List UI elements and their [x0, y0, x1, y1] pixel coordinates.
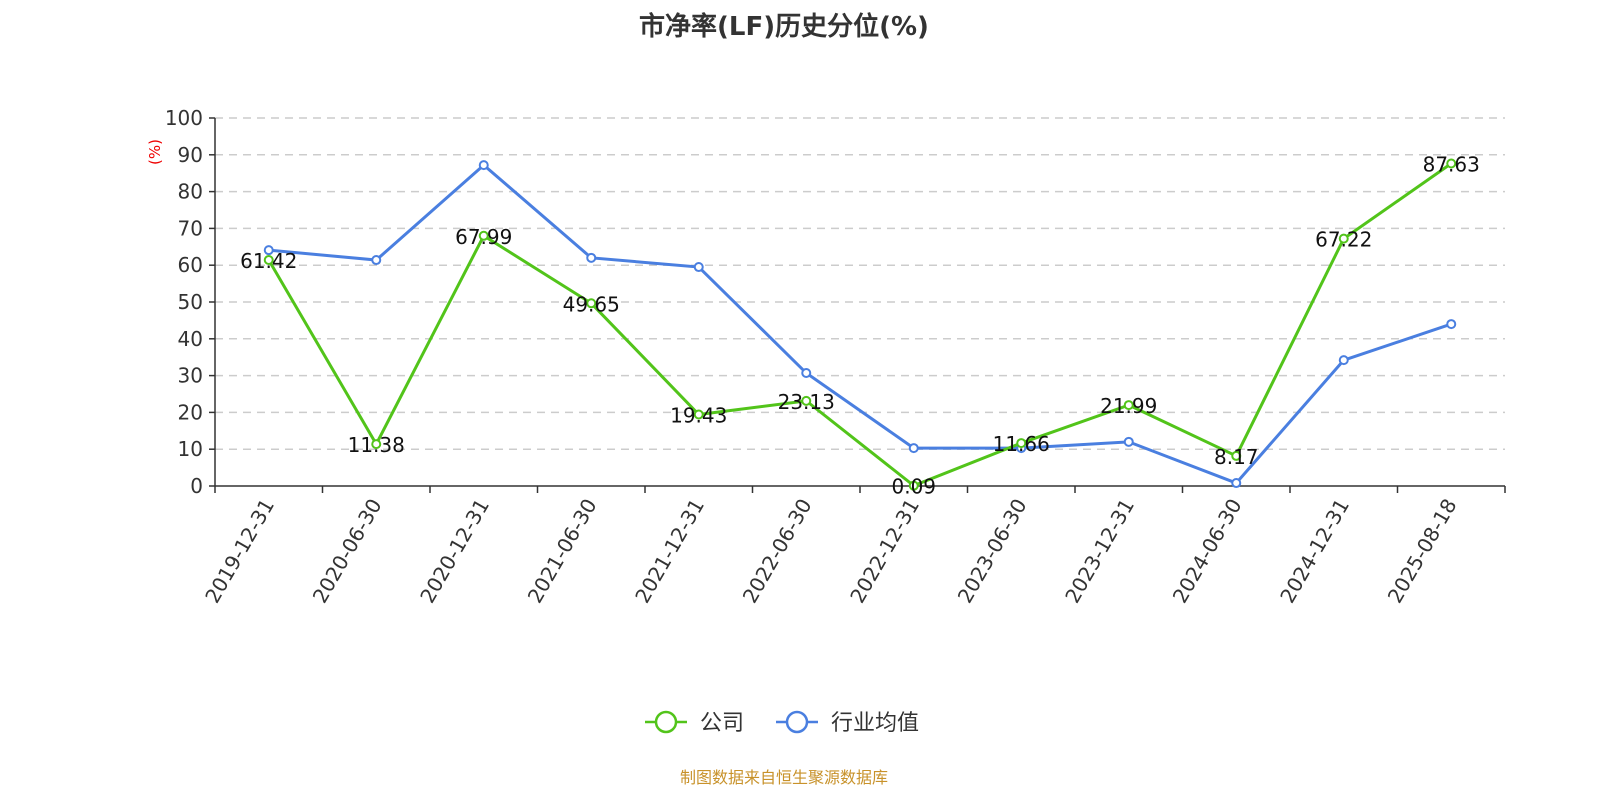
x-tick-label: 2024-12-31: [1275, 495, 1354, 608]
y-tick-label: 20: [178, 400, 203, 424]
data-label: 11.66: [993, 432, 1050, 456]
x-tick-label: 2022-06-30: [738, 495, 817, 608]
data-source-note: 制图数据来自恒生聚源数据库: [679, 768, 888, 787]
data-point: [371, 255, 382, 266]
y-axis-label: (%): [146, 139, 164, 165]
data-point: [586, 298, 597, 309]
data-point: [263, 245, 274, 256]
data-point: [1123, 436, 1134, 447]
y-tick-label: 50: [178, 290, 203, 314]
x-tick-label: 2020-12-31: [415, 495, 494, 608]
legend-marker: [654, 710, 678, 734]
data-point: [801, 368, 812, 379]
legend-label: 公司: [700, 711, 744, 736]
x-tick-label: 2020-06-30: [308, 495, 387, 608]
data-point: [1446, 158, 1457, 169]
data-label: 87.63: [1423, 153, 1480, 177]
data-point: [908, 443, 919, 454]
y-tick-label: 30: [178, 364, 203, 388]
series-line: [267, 162, 1453, 488]
y-tick-label: 100: [165, 106, 203, 130]
y-tick-label: 60: [178, 253, 203, 277]
data-point: [478, 160, 489, 171]
data-label: 11.38: [348, 433, 405, 457]
y-tick-label: 80: [178, 180, 203, 204]
x-tick-label: 2023-06-30: [953, 495, 1032, 608]
legend-marker: [785, 710, 809, 734]
data-point: [478, 230, 489, 241]
data-point: [371, 439, 382, 450]
series-line: [268, 163, 1452, 485]
y-tick-label: 40: [178, 327, 203, 351]
data-label: 67.99: [455, 225, 512, 249]
x-tick-label: 2021-12-31: [630, 495, 709, 608]
y-tick-label: 0: [190, 474, 203, 498]
legend-label: 行业均值: [831, 711, 919, 736]
data-point: [1338, 355, 1349, 366]
x-tick-label: 2023-12-31: [1060, 495, 1139, 608]
data-label: 19.43: [670, 403, 727, 427]
x-tick-label: 2021-06-30: [523, 495, 602, 608]
data-label: 49.65: [563, 292, 620, 316]
data-label: 67.22: [1315, 228, 1372, 252]
data-point: [1446, 319, 1457, 330]
data-label: 23.13: [778, 390, 835, 414]
x-tick-label: 2025-08-18: [1383, 495, 1462, 608]
data-point: [1231, 478, 1242, 489]
x-tick-label: 2022-12-31: [845, 495, 924, 608]
data-point: [586, 252, 597, 263]
x-tick-label: 2024-06-30: [1168, 495, 1247, 608]
data-point: [1338, 233, 1349, 244]
x-tick-label: 2019-12-31: [200, 495, 279, 608]
data-point: [908, 480, 919, 491]
chart-title: 市净率(LF)历史分位(%): [639, 12, 929, 42]
data-point: [1231, 450, 1242, 461]
data-point: [263, 254, 274, 265]
y-tick-label: 90: [178, 143, 203, 167]
data-point: [801, 395, 812, 406]
data-label: 21.99: [1100, 394, 1157, 418]
data-point: [1016, 438, 1027, 449]
y-tick-label: 10: [178, 437, 203, 461]
data-label: 8.17: [1214, 445, 1259, 469]
data-point: [693, 262, 704, 273]
y-tick-label: 70: [178, 216, 203, 240]
data-point: [693, 409, 704, 420]
data-point: [1123, 400, 1134, 411]
data-label: 0.09: [891, 475, 936, 499]
data-label: 61.42: [240, 249, 297, 273]
